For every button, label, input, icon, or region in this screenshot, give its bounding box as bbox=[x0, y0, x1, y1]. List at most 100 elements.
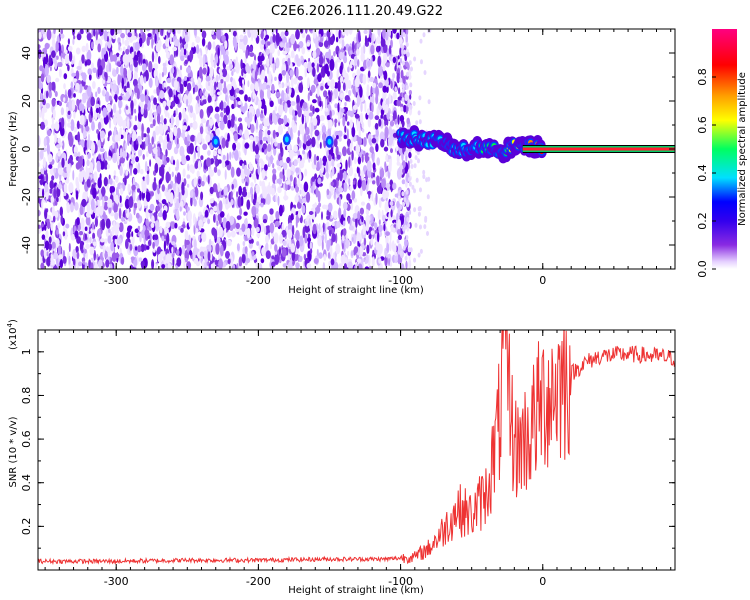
noise-blob bbox=[347, 261, 353, 269]
noise-blob bbox=[241, 253, 246, 264]
noise-blob bbox=[359, 86, 363, 98]
noise-blob bbox=[419, 224, 422, 230]
noise-blob bbox=[96, 160, 102, 173]
noise-blob bbox=[335, 233, 338, 244]
noise-blob bbox=[80, 217, 85, 230]
noise-blob bbox=[346, 193, 351, 201]
noise-blob bbox=[60, 33, 65, 39]
noise-blob bbox=[338, 187, 344, 193]
noise-blob bbox=[233, 98, 236, 109]
noise-blob bbox=[263, 104, 267, 116]
noise-blob bbox=[126, 118, 130, 130]
noise-blob bbox=[266, 88, 271, 99]
noise-blob bbox=[284, 30, 289, 37]
noise-blob bbox=[63, 228, 68, 241]
colorbar-ticks: 0.00.20.40.60.8 bbox=[696, 68, 716, 278]
noise-blob bbox=[212, 150, 218, 157]
noise-blob bbox=[215, 128, 220, 136]
noise-blob bbox=[377, 209, 381, 220]
snr-y-label: SNR (10 * v/v) bbox=[8, 416, 19, 487]
noise-blob bbox=[110, 186, 116, 193]
noise-blob bbox=[102, 245, 106, 253]
noise-blob bbox=[195, 96, 200, 101]
noise-blob bbox=[161, 235, 165, 242]
noise-blob bbox=[328, 48, 331, 60]
noise-blob bbox=[92, 81, 96, 89]
noise-blob bbox=[223, 186, 228, 196]
noise-blob bbox=[252, 206, 256, 218]
noise-blob bbox=[86, 32, 92, 41]
noise-blob bbox=[108, 131, 110, 139]
noise-blob bbox=[91, 221, 95, 230]
noise-blob bbox=[41, 29, 46, 35]
noise-blob bbox=[411, 184, 415, 190]
noise-blob bbox=[137, 110, 142, 123]
noise-blob bbox=[351, 190, 356, 201]
colorbar-label: Normalized spectral amplitude bbox=[737, 72, 748, 226]
noise-blob bbox=[202, 217, 207, 223]
noise-blob bbox=[125, 206, 130, 219]
noise-blob bbox=[200, 155, 204, 161]
noise-blob bbox=[366, 133, 369, 139]
noise-blob bbox=[343, 263, 347, 269]
noise-blob bbox=[115, 194, 119, 205]
noise-blob bbox=[90, 106, 93, 116]
noise-blob bbox=[198, 66, 203, 79]
noise-blob bbox=[152, 247, 156, 253]
noise-blob bbox=[390, 209, 393, 218]
noise-blob bbox=[331, 233, 336, 243]
noise-blob bbox=[175, 107, 178, 116]
noise-blob bbox=[408, 151, 412, 159]
noise-blob bbox=[165, 221, 171, 229]
noise-blob bbox=[356, 119, 359, 132]
noise-blob bbox=[376, 175, 380, 187]
noise-blob bbox=[265, 34, 270, 40]
noise-blob bbox=[96, 228, 102, 238]
noise-blob bbox=[60, 126, 65, 137]
snr-multiplier-base: (x10 bbox=[8, 327, 19, 350]
noise-blob bbox=[202, 143, 208, 150]
noise-blob bbox=[420, 59, 423, 65]
noise-blob bbox=[304, 168, 308, 177]
noise-blob bbox=[288, 161, 292, 168]
noise-blob bbox=[279, 246, 281, 256]
noise-blob bbox=[122, 177, 126, 183]
noise-blob bbox=[322, 155, 328, 166]
noise-blob bbox=[371, 33, 374, 45]
noise-blob bbox=[70, 234, 76, 241]
noise-blob bbox=[40, 223, 44, 228]
noise-blob bbox=[265, 193, 271, 205]
noise-blob bbox=[46, 251, 49, 257]
noise-blob bbox=[156, 205, 161, 212]
noise-blob bbox=[307, 61, 313, 73]
noise-blob bbox=[405, 61, 409, 67]
noise-blob bbox=[274, 253, 280, 265]
noise-blob bbox=[55, 77, 60, 83]
noise-blob bbox=[320, 226, 324, 237]
noise-blob bbox=[73, 35, 76, 40]
noise-blob bbox=[256, 241, 260, 246]
noise-blob bbox=[316, 85, 320, 98]
noise-blob bbox=[272, 163, 275, 169]
noise-blob bbox=[293, 159, 298, 167]
noise-blob bbox=[348, 166, 354, 177]
noise-blob bbox=[342, 228, 347, 237]
noise-blob bbox=[399, 77, 403, 83]
noise-blob bbox=[225, 220, 231, 231]
noise-blob bbox=[356, 258, 362, 264]
noise-blob bbox=[263, 117, 267, 127]
noise-blob bbox=[46, 256, 51, 267]
noise-blob bbox=[399, 43, 403, 49]
noise-blob bbox=[308, 112, 314, 117]
noise-blob bbox=[417, 158, 420, 164]
noise-blob bbox=[318, 235, 322, 241]
noise-blob bbox=[167, 183, 172, 191]
noise-blob bbox=[221, 137, 226, 149]
noise-blob bbox=[254, 144, 259, 155]
noise-blob bbox=[220, 100, 224, 112]
noise-blob bbox=[158, 192, 161, 203]
noise-blob bbox=[300, 183, 303, 189]
noise-blob bbox=[38, 209, 41, 217]
noise-blob bbox=[40, 73, 45, 83]
noise-blob bbox=[227, 95, 229, 108]
